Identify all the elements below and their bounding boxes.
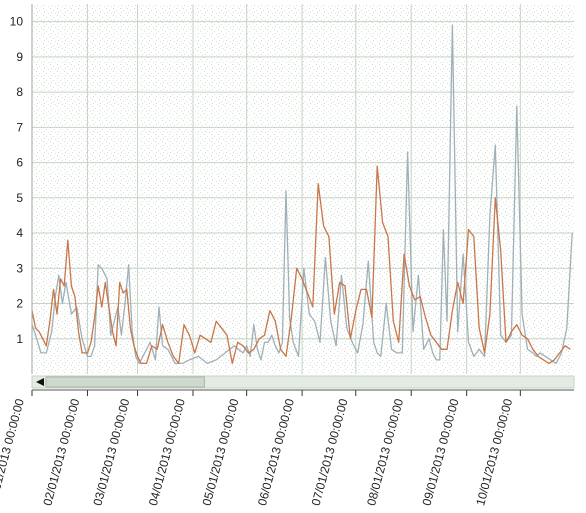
x-tick-label: 03/01/2013 00:00:00 <box>90 397 132 507</box>
x-tick-label: 06/01/2013 00:00:00 <box>255 397 297 507</box>
y-tick-label: 4 <box>16 226 23 240</box>
x-tick-label: 05/01/2013 00:00:00 <box>200 397 242 507</box>
left-triangle-icon[interactable] <box>36 378 44 386</box>
y-tick-label: 6 <box>16 156 23 170</box>
y-tick-label: 7 <box>16 120 23 134</box>
series-layer <box>31 24 573 365</box>
horizontal-scrollbar[interactable] <box>31 375 575 389</box>
plot-background <box>32 4 574 374</box>
scrollbar-thumb[interactable] <box>45 376 205 388</box>
y-tick-label: 8 <box>16 85 23 99</box>
series-line-2 <box>31 165 571 365</box>
y-tick-label: 9 <box>16 50 23 64</box>
y-tick-label: 2 <box>16 297 23 311</box>
x-tick-label: 01/01/2013 00:00:00 <box>0 397 27 507</box>
y-tick-label: 10 <box>10 15 24 29</box>
x-tick-label: 04/01/2013 00:00:00 <box>146 397 188 507</box>
x-tick-label: 09/01/2013 00:00:00 <box>420 397 462 507</box>
y-tick-label: 3 <box>16 261 23 275</box>
y-tick-label: 5 <box>16 191 23 205</box>
x-tick-label: 07/01/2013 00:00:00 <box>309 397 351 507</box>
x-tick-label: 10/01/2013 00:00:00 <box>473 397 515 507</box>
x-tick-label: 02/01/2013 00:00:00 <box>40 397 82 507</box>
y-tick-label: 1 <box>16 332 23 346</box>
x-tick-label: 08/01/2013 00:00:00 <box>364 397 406 507</box>
